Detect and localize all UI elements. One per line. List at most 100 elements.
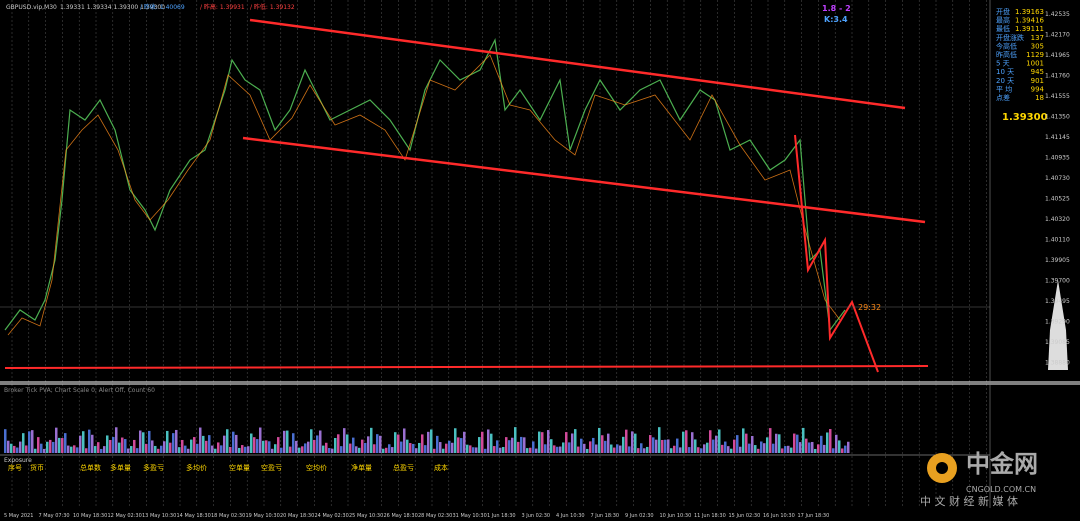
volume-bar — [25, 445, 28, 453]
last-price: 1.39300 — [1002, 112, 1048, 123]
volume-bar — [253, 437, 256, 453]
volume-bar — [625, 429, 628, 453]
volume-bar — [499, 447, 502, 453]
volume-bar — [391, 447, 394, 453]
info-value: 945 — [1031, 68, 1044, 76]
volume-bar — [487, 429, 490, 453]
volume-bar — [532, 441, 535, 453]
volume-bar — [721, 444, 724, 453]
volume-bar — [790, 447, 793, 453]
info-value: 1129 — [1026, 51, 1044, 59]
volume-bar — [334, 437, 337, 453]
volume-bar — [370, 427, 373, 453]
volume-bar — [112, 436, 115, 453]
volume-bar — [301, 446, 304, 453]
volume-bar — [229, 446, 232, 453]
volume-bar — [844, 445, 847, 453]
volume-bar — [382, 448, 385, 453]
time-label: 31 May 10:30 — [453, 513, 487, 519]
volume-bar — [520, 436, 523, 453]
volume-bar — [451, 442, 454, 453]
volume-bar — [109, 439, 112, 453]
volume-bar — [190, 439, 193, 453]
prev-low: / 昨低: 1.39132 — [250, 3, 295, 11]
volume-bar — [214, 448, 217, 453]
price-label: 1.41350 — [1045, 114, 1070, 121]
volume-bar — [286, 430, 289, 453]
volume-bar — [352, 437, 355, 453]
volume-bar — [709, 430, 712, 453]
time-label: 14 May 18:30 — [177, 513, 211, 519]
volume-bar — [55, 427, 58, 453]
volume-bar — [184, 445, 187, 453]
exposure-column: 货币 — [30, 463, 44, 472]
volume-bar — [589, 441, 592, 453]
trend-line — [4, 365, 929, 369]
volume-bar — [331, 448, 334, 453]
volume-bar — [235, 434, 238, 453]
volume-bar — [61, 438, 64, 453]
volume-bar — [676, 438, 679, 453]
price-label: 1.40730 — [1045, 175, 1070, 182]
volume-bar — [586, 448, 589, 453]
volume-bar — [442, 448, 445, 453]
volume-bar — [124, 439, 127, 453]
volume-bar — [613, 447, 616, 453]
volume-bar — [64, 433, 67, 453]
exposure-column: 多盈亏 — [143, 463, 164, 472]
volume-bar — [328, 448, 331, 453]
info-key: 昨高低 — [996, 50, 1017, 59]
volume-bar — [49, 439, 52, 453]
price-label: 1.41145 — [1045, 134, 1070, 141]
time-label: 13 May 10:30 — [142, 513, 176, 519]
info-key: 20 天 — [996, 77, 1014, 85]
price-label: 1.40320 — [1045, 216, 1070, 223]
volume-bar — [43, 448, 46, 453]
volume-bar — [205, 440, 208, 453]
volume-bar — [811, 441, 814, 453]
volume-bar — [385, 447, 388, 453]
volume-bar — [34, 448, 37, 453]
volume-bar — [265, 440, 268, 453]
volume-bar — [508, 440, 511, 453]
volume-bar — [691, 432, 694, 453]
volume-bar — [745, 433, 748, 453]
volume-bar — [364, 442, 367, 453]
time-label: 5 May 2021 — [4, 513, 33, 519]
volume-bar — [817, 444, 820, 453]
volume-bar — [325, 442, 328, 453]
volume-bar — [781, 448, 784, 453]
volume-bar — [19, 441, 22, 453]
volume-bar — [85, 448, 88, 453]
volume-bar — [571, 433, 574, 453]
info-key: 今高低 — [996, 41, 1017, 50]
volume-bar — [802, 427, 805, 453]
info-key: 10 天 — [996, 68, 1014, 76]
volume-bar — [292, 433, 295, 453]
volume-bar — [796, 434, 799, 453]
info-key: 点差 — [996, 93, 1010, 102]
info-key: 开盘 — [996, 7, 1010, 16]
price-label: 1.41965 — [1045, 52, 1070, 59]
time-label: 19 May 10:30 — [246, 513, 280, 519]
volume-bar — [664, 439, 667, 453]
volume-bar — [523, 437, 526, 453]
volume-bar — [277, 437, 280, 453]
volume-bar — [769, 428, 772, 453]
info-value: 1.39163 — [1015, 8, 1044, 16]
volume-bar — [100, 448, 103, 453]
info-key: 最高 — [996, 16, 1010, 25]
volume-bar — [163, 441, 166, 453]
time-label: 17 Jun 18:30 — [798, 513, 830, 519]
volume-bar — [493, 446, 496, 453]
volume-bar — [682, 431, 685, 453]
volume-bar — [319, 430, 322, 453]
volume-bar — [718, 429, 721, 453]
volume-bar — [379, 435, 382, 453]
trend-lines — [4, 18, 929, 373]
projection — [794, 134, 879, 373]
info-key: 5 天 — [996, 60, 1010, 68]
price-label: 1.42535 — [1045, 11, 1070, 18]
quote: 1.39331 1.39334 1.39300 1.39300 — [60, 4, 165, 11]
